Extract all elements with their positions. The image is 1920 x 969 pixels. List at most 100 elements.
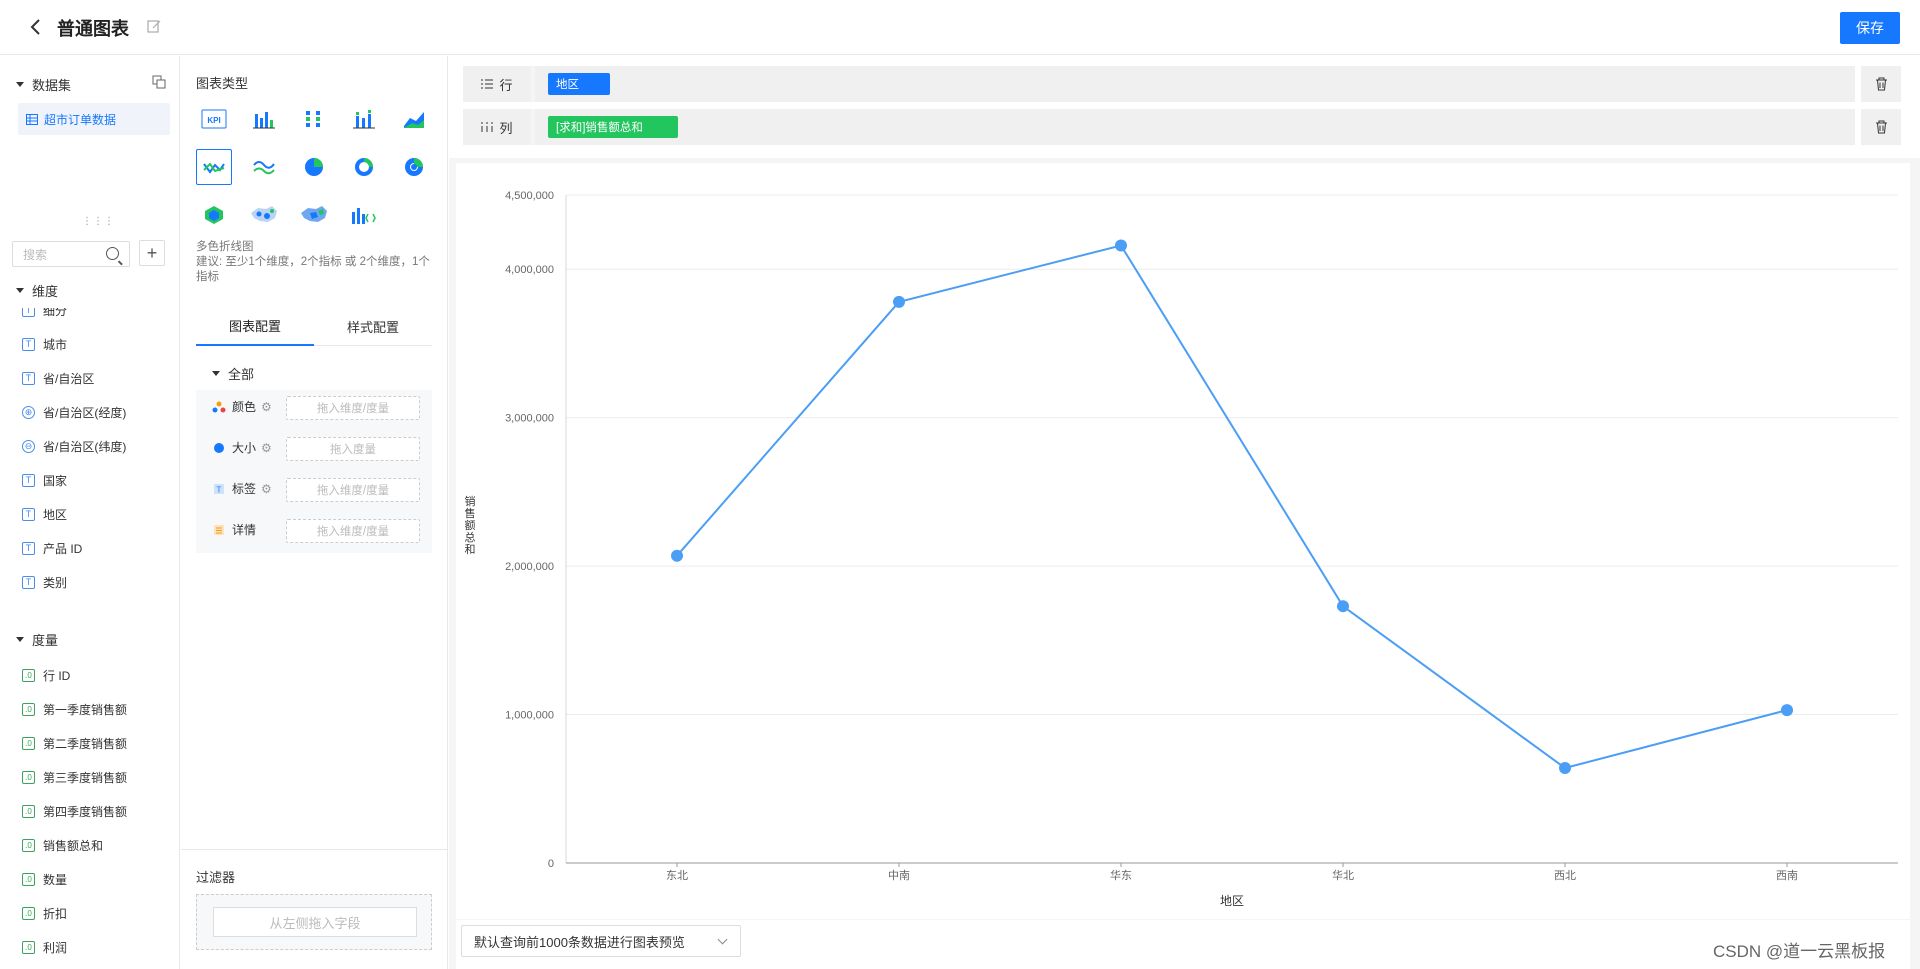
chart-card: 0 1,000,000 2,000,000 3,000,000 4,000,000 4,5… [456,163,1910,919]
delete-icon[interactable] [1861,109,1901,145]
measure-item[interactable]: .0 行 ID [22,667,70,684]
svg-text:T: T [217,485,222,494]
dimension-section-header[interactable]: 维度 [16,281,58,300]
x-tick-label: 西北 [1554,869,1576,882]
custom-chart-icon[interactable] [346,197,382,233]
measure-section-header[interactable]: 度量 [16,630,58,649]
y-tick-label: 3,000,000 [505,413,554,425]
text-type-icon: T [22,372,35,385]
dimension-item[interactable]: T 省/自治区 [22,370,94,387]
tab-style-config[interactable]: 样式配置 [346,319,399,335]
text-type-icon: T [22,308,35,317]
text-type-icon: T [22,474,35,487]
preview-bar: 默认查询前1000条数据进行图表预览 [456,920,1910,969]
gear-icon[interactable]: ⚙ [261,399,272,414]
number-type-icon: .0 [22,907,35,920]
measure-item[interactable]: .0 第四季度销售额 [22,803,127,820]
column-shelf-label: 列 [463,109,531,145]
dimension-item[interactable]: T 产品 ID [22,540,82,557]
funnel-chart-icon[interactable] [196,197,232,233]
data-point [893,295,905,308]
measure-item[interactable]: .0 折扣 [22,905,67,922]
number-type-icon: .0 [22,703,35,716]
x-tick-label: 西南 [1776,869,1798,882]
globe-type-icon: ⊖ [22,440,35,453]
edit-icon[interactable] [146,18,162,34]
pie-chart-icon[interactable] [296,149,332,185]
label-config-row: T 标签 ⚙ [212,480,272,497]
rose-chart-icon[interactable] [396,149,432,185]
resize-handle[interactable]: ⋮⋮⋮ [82,216,115,227]
kpi-chart-icon[interactable]: KPI [196,101,232,137]
map-fill-icon[interactable] [296,197,332,233]
measure-item[interactable]: .0 利润 [22,939,67,956]
config-group-header[interactable]: 全部 [212,364,254,383]
line-chart[interactable]: 0 1,000,000 2,000,000 3,000,000 4,000,000 4,5… [456,163,1910,919]
measure-item[interactable]: .0 第三季度销售额 [22,769,127,786]
smooth-line-icon[interactable] [246,149,282,185]
donut-chart-icon[interactable] [346,149,382,185]
tab-chart-config[interactable]: 图表配置 [196,306,314,346]
dimension-item[interactable]: ⊖ 省/自治区(纬度) [22,438,126,455]
dimension-list: T 细分 T 城市 T 省/自治区 ⊕ 省/自治区(经度) ⊖ 省/自治区(纬度) T 国家… [0,308,180,610]
filter-drop-zone[interactable]: 从左侧拖入字段 [196,894,432,950]
label-drop-slot[interactable]: 拖入维度/度量 [286,478,420,502]
divider [181,849,448,850]
size-config-row: 大小 ⚙ [212,439,272,456]
measure-item[interactable]: .0 数量 [22,871,67,888]
detail-drop-slot[interactable]: 拖入维度/度量 [286,519,420,543]
watermark: CSDN @道一云黑板报 [1713,942,1886,961]
dimension-item[interactable]: T 细分 [22,308,67,319]
column-shelf: 列 [求和]销售额总和 [463,109,1855,145]
row-field-pill[interactable]: 地区 [548,73,610,95]
page-title: 普通图表 [57,19,129,39]
bar-chart-icon[interactable] [246,101,282,137]
search-icon[interactable] [106,247,119,260]
dimension-item[interactable]: T 类别 [22,574,67,591]
field-search-input[interactable]: 搜索 [12,241,130,267]
y-tick-label: 4,000,000 [505,264,554,276]
measure-item[interactable]: .0 第一季度销售额 [22,701,127,718]
number-type-icon: .0 [22,737,35,750]
number-type-icon: .0 [22,941,35,954]
dataset-item[interactable]: 超市订单数据 [18,103,170,135]
dimension-item[interactable]: T 城市 [22,336,67,353]
number-type-icon: .0 [22,771,35,784]
color-drop-slot[interactable]: 拖入维度/度量 [286,396,420,420]
y-tick-label: 0 [548,858,554,870]
column-field-pill[interactable]: [求和]销售额总和 [548,116,678,138]
switch-dataset-icon[interactable] [152,75,166,89]
multicolor-line-icon[interactable] [196,149,232,185]
delete-icon[interactable] [1861,66,1901,102]
add-field-button[interactable]: + [139,240,165,266]
chart-config-panel [181,56,448,969]
map-scatter-icon[interactable] [246,197,282,233]
back-icon[interactable] [26,17,46,37]
preview-limit-select[interactable]: 默认查询前1000条数据进行图表预览 [461,925,741,957]
data-point [1781,704,1793,717]
gear-icon[interactable]: ⚙ [261,440,272,455]
measure-item[interactable]: .0 第二季度销售额 [22,735,127,752]
x-tick-label: 东北 [666,869,688,882]
svg-text:KPI: KPI [207,116,220,125]
grouped-bar-icon[interactable] [346,101,382,137]
measure-item[interactable]: .0 销售额总和 [22,837,103,854]
filter-placeholder[interactable]: 从左侧拖入字段 [213,907,417,937]
dimension-item[interactable]: ⊕ 省/自治区(经度) [22,404,126,421]
gear-icon[interactable]: ⚙ [261,481,272,496]
area-chart-icon[interactable] [396,101,432,137]
stacked-bar-icon[interactable] [296,101,332,137]
text-type-icon: T [22,542,35,555]
dataset-section-header[interactable]: 数据集 [16,75,71,94]
chart-type-hint: 多色折线图 建议: 至少1个维度，2个指标 或 2个维度，1个指标 [196,241,430,283]
mark-config-box: 颜色 ⚙ 拖入维度/度量 大小 ⚙ 拖入度量 T 标签 ⚙ 拖入维度/度量 详情… [196,390,432,553]
save-button[interactable]: 保存 [1840,12,1900,44]
row-shelf-dropzone[interactable]: 地区 [535,66,1855,102]
y-tick-label: 4,500,000 [505,190,554,202]
dimension-item[interactable]: T 地区 [22,506,67,523]
column-shelf-dropzone[interactable]: [求和]销售额总和 [535,109,1855,145]
size-drop-slot[interactable]: 拖入度量 [286,437,420,461]
data-point [1337,600,1349,613]
collapse-caret-icon [212,371,220,376]
dimension-item[interactable]: T 国家 [22,472,67,489]
